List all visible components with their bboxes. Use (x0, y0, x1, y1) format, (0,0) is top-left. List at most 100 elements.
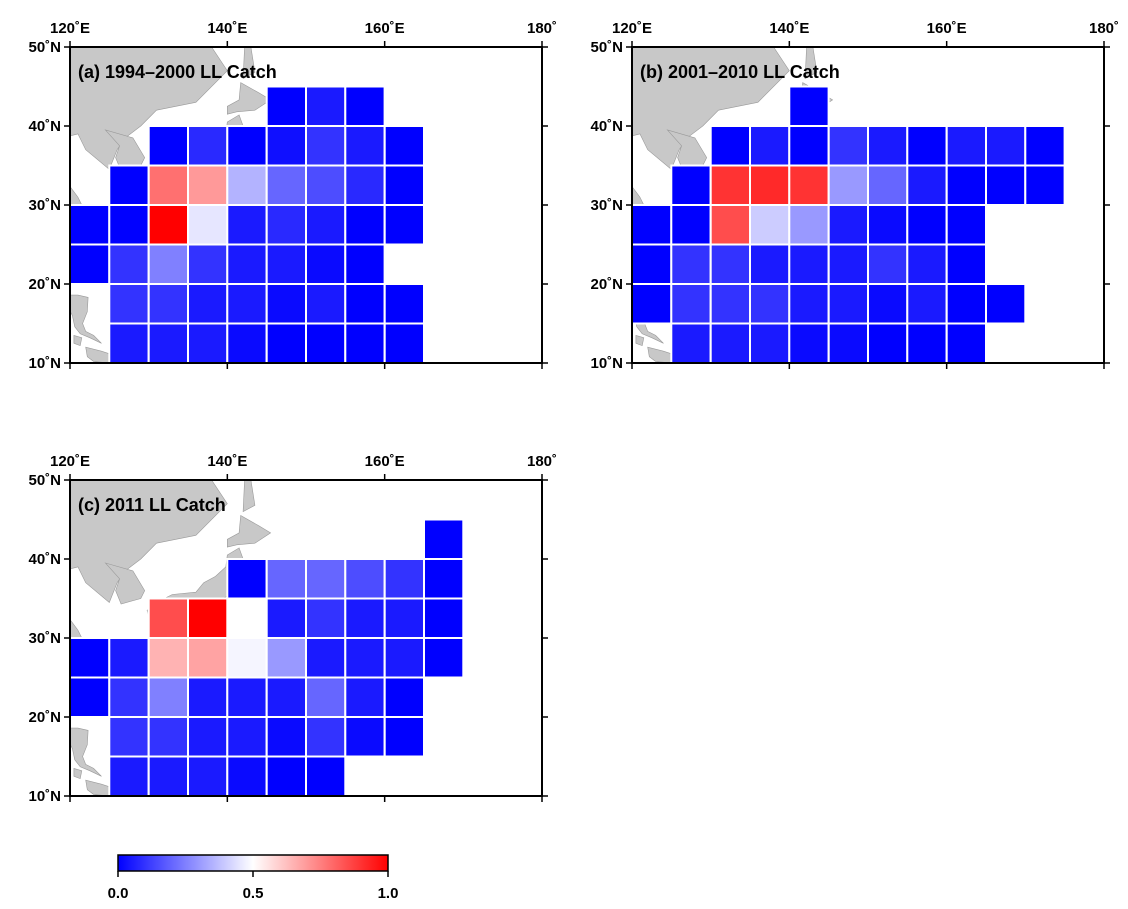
catch-cell (147, 125, 189, 167)
landmass (73, 335, 83, 347)
landmass (85, 346, 114, 363)
catch-cell (305, 322, 347, 363)
landmass (242, 47, 256, 80)
colorbar-tick-label: 1.0 (378, 885, 399, 902)
catch-cell (867, 322, 909, 363)
catch-cell (670, 243, 712, 285)
panel-title: (a) 1994–2000 LL Catch (78, 62, 277, 82)
catch-cell (305, 164, 347, 206)
colorbar-tick-label: 0.0 (108, 885, 129, 902)
catch-cell (187, 204, 229, 246)
catch-cell (985, 125, 1027, 167)
catch-cell (265, 322, 308, 363)
catch-cell (827, 125, 870, 167)
catch-cell (827, 243, 870, 285)
catch-cell (867, 243, 909, 285)
catch-cell (788, 85, 830, 127)
catch-cell (265, 85, 308, 127)
axis-ticks: 120˚E 140˚E 160˚E 180˚ 50˚N 40˚N 30˚N 20˚N 10˚N (28, 453, 557, 805)
catch-cell (749, 322, 791, 363)
lon-tick-label: 120˚E (50, 453, 90, 470)
catch-cell (670, 164, 712, 206)
catch-cell (70, 204, 111, 246)
catch-cell (867, 125, 909, 167)
catch-cell (265, 283, 308, 325)
colorbar: 0.0 0.5 1.0 (108, 854, 399, 902)
catch-cell (344, 676, 386, 718)
lat-tick-label: 50˚N (28, 472, 61, 489)
catch-cell (265, 243, 308, 285)
catch-cell (305, 676, 347, 718)
catch-cell (187, 283, 229, 325)
catch-cell (344, 283, 386, 325)
catch-cell (1024, 164, 1066, 206)
catch-cell (187, 676, 229, 718)
catch-cell (985, 164, 1027, 206)
catch-cell (265, 597, 308, 639)
catch-cell (709, 243, 752, 285)
lat-tick-label: 30˚N (28, 630, 61, 647)
catch-cell (187, 322, 229, 363)
landmass (70, 47, 228, 238)
catch-cell (749, 164, 791, 206)
catch-cell (70, 676, 111, 718)
catch-cell (108, 637, 150, 679)
catch-cell (187, 716, 229, 758)
catch-cell (305, 637, 347, 679)
landmass (242, 480, 256, 513)
lat-tick-label: 40˚N (590, 118, 623, 135)
catch-cell (344, 558, 386, 600)
catch-cell (632, 283, 673, 325)
map-panel-a: (a) 1994–2000 LL Catch 120˚E 140˚E 160˚E 18… (28, 20, 557, 372)
catch-cell (187, 597, 229, 639)
landmass (804, 47, 818, 80)
catch-cell (265, 204, 308, 246)
landmass (632, 47, 790, 238)
catch-cell (749, 125, 791, 167)
catch-cell (305, 243, 347, 285)
catch-cell (383, 322, 426, 363)
catch-cell (147, 243, 189, 285)
landmass (227, 515, 272, 548)
catch-cell (749, 283, 791, 325)
catch-cell (70, 243, 111, 285)
catch-cell (788, 322, 830, 363)
lat-tick-label: 30˚N (590, 197, 623, 214)
catch-cell (906, 125, 948, 167)
catch-cell (305, 755, 347, 796)
lat-tick-label: 30˚N (28, 197, 61, 214)
landmass (70, 294, 102, 344)
lat-tick-label: 40˚N (28, 551, 61, 568)
catch-cell (265, 755, 308, 796)
catch-cell (305, 558, 347, 600)
catch-cell (423, 637, 465, 679)
catch-cell (383, 637, 426, 679)
catch-cell (226, 164, 268, 206)
catch-cell (383, 204, 426, 246)
catch-cell (147, 283, 189, 325)
catch-cell (670, 322, 712, 363)
catch-cell (709, 204, 752, 246)
catch-cell (226, 322, 268, 363)
catch-cell (305, 283, 347, 325)
catch-cell (226, 637, 268, 679)
catch-cell (108, 755, 150, 796)
catch-cell (985, 283, 1027, 325)
catch-cell (305, 125, 347, 167)
lat-tick-label: 20˚N (28, 276, 61, 293)
catch-cell (709, 283, 752, 325)
catch-cell (423, 558, 465, 600)
catch-cell (305, 204, 347, 246)
catch-cell (108, 322, 150, 363)
catch-cell (187, 164, 229, 206)
catch-cell (344, 164, 386, 206)
catch-cell (709, 125, 752, 167)
catch-cell (827, 204, 870, 246)
catch-cell (423, 597, 465, 639)
catch-cell (383, 164, 426, 206)
catch-cell (344, 243, 386, 285)
catch-cell (383, 597, 426, 639)
catch-cell (945, 164, 988, 206)
lon-tick-label: 180˚ (1089, 20, 1119, 37)
